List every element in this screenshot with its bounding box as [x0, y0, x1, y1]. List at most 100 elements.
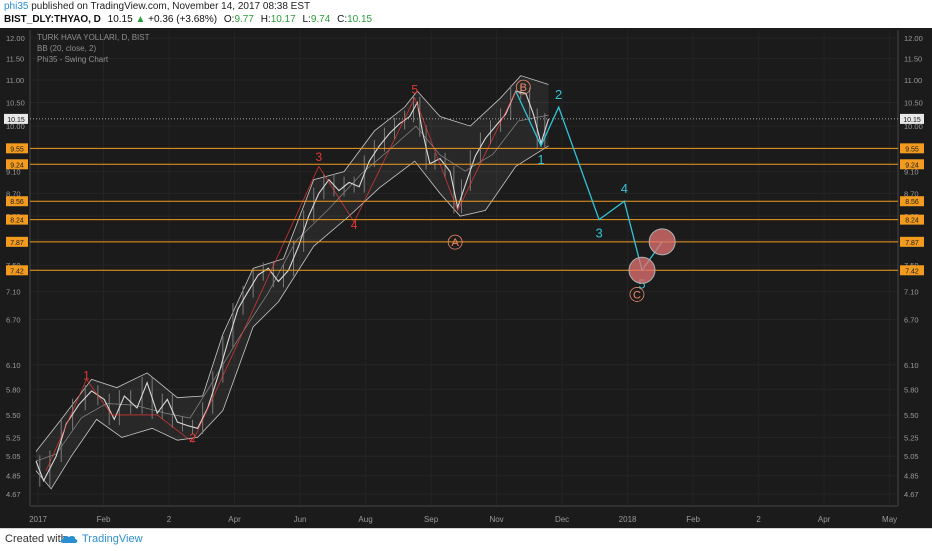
- y-tick-label-right: 4.67: [904, 490, 919, 499]
- price-level-label-right: 9.55: [905, 146, 919, 153]
- symbol-name: BIST_DLY:THYAO, D: [4, 14, 101, 25]
- x-tick-label: Feb: [97, 515, 111, 524]
- price-level-label-left: 8.56: [10, 199, 24, 206]
- x-tick-label: Nov: [489, 515, 503, 524]
- swing-label-circle: [515, 79, 531, 95]
- price-level-label-left: 7.87: [10, 240, 24, 247]
- y-tick-label-right: 9.10: [904, 168, 919, 177]
- y-tick-label-right: 7.10: [904, 288, 919, 297]
- publish-line: phi35 published on TradingView.com, Nove…: [4, 1, 310, 12]
- x-tick-label: 2018: [619, 515, 637, 524]
- swing-label-circle: [629, 287, 645, 302]
- high-label: H:: [260, 14, 271, 25]
- swing-number-label: 2: [189, 431, 196, 445]
- x-tick-label: May: [882, 515, 897, 524]
- y-tick-label-left: 4.85: [6, 472, 21, 481]
- legend-entry: Phi35 - Swing Chart: [37, 55, 109, 64]
- low-value: 9.74: [310, 14, 331, 25]
- y-tick-label-left: 9.10: [6, 168, 21, 177]
- price-chart[interactable]: 12.00 12.00 11.50 11.50 11.00 11.00 10.50 10.50…: [0, 28, 932, 528]
- swing-number-label: 5: [411, 82, 418, 96]
- x-tick-label: Apr: [818, 515, 831, 524]
- last-price: 10.15: [107, 14, 133, 25]
- x-tick-label: 2: [167, 515, 172, 524]
- swing-label-circle: [447, 234, 463, 250]
- target-circle: [648, 228, 676, 256]
- price-level-label-right: 8.24: [905, 218, 919, 225]
- price-level-label-right: 7.42: [905, 268, 919, 275]
- price-level-tag-left: [6, 159, 28, 170]
- x-tick-label: Feb: [686, 515, 700, 524]
- last-price-tag-right: [900, 113, 924, 124]
- close-value: 10.15: [347, 14, 373, 25]
- x-tick-label: Apr: [228, 515, 241, 524]
- y-tick-label-right: 4.85: [904, 472, 919, 481]
- price-level-label-left: 8.24: [10, 218, 24, 225]
- y-tick-label-right: 5.50: [904, 411, 919, 420]
- price-level-label-right: 8.56: [905, 199, 919, 206]
- last-price-label-left: 10.15: [7, 117, 25, 124]
- price-change: +0.36 (+3.68%): [148, 14, 218, 25]
- tradingview-cloud-icon: [60, 535, 78, 543]
- y-tick-label-left: 6.10: [6, 361, 21, 370]
- close-label: C:: [337, 14, 348, 25]
- x-tick-label: 2: [756, 515, 761, 524]
- swing-letter-label: B: [520, 82, 527, 94]
- price-level-tag-right: [900, 159, 924, 170]
- open-value: 9.77: [234, 14, 254, 25]
- y-tick-label-right: 12.00: [904, 34, 923, 43]
- y-tick-label-left: 10.00: [6, 122, 25, 131]
- price-level-tag-left: [6, 236, 28, 247]
- y-tick-label-right: 5.25: [904, 433, 919, 442]
- chart-background: [0, 28, 932, 528]
- swing-number-label: 1: [83, 368, 90, 382]
- tradingview-brand-link[interactable]: TradingView: [82, 533, 143, 545]
- bollinger-basis: [35, 114, 549, 462]
- projection-wave-label: 2: [555, 87, 562, 102]
- author-link[interactable]: phi35: [4, 1, 29, 12]
- price-level-label-left: 9.24: [10, 162, 24, 169]
- y-tick-label-left: 11.00: [6, 76, 24, 85]
- swing-letter-label: C: [633, 289, 641, 301]
- y-tick-label-right: 8.70: [904, 189, 919, 198]
- price-level-tag-right: [900, 265, 924, 276]
- y-tick-label-right: 6.10: [904, 361, 919, 370]
- last-price-tag-left: [4, 113, 28, 124]
- y-tick-label-left: 12.00: [6, 34, 25, 43]
- price-level-tag-right: [900, 214, 924, 225]
- y-tick-label-left: 5.80: [6, 385, 21, 394]
- y-tick-label-left: 5.05: [6, 452, 21, 461]
- swing-number-label: 3: [315, 150, 322, 164]
- price-level-tag-right: [900, 143, 924, 154]
- price-level-label-right: 7.87: [905, 240, 919, 247]
- price-level-tag-left: [6, 143, 28, 154]
- y-tick-label-left: 4.67: [6, 490, 21, 499]
- footer: Created with TradingView: [0, 528, 932, 551]
- chart-header: phi35 published on TradingView.com, Nove…: [0, 0, 932, 28]
- price-level-tag-left: [6, 214, 28, 225]
- y-tick-label-left: 5.25: [6, 433, 21, 442]
- low-label: L:: [302, 14, 311, 25]
- x-tick-label: Sep: [424, 515, 439, 524]
- open-label: O:: [223, 14, 235, 25]
- target-circle: [628, 256, 656, 284]
- symbol-line: BIST_DLY:THYAO, D 10.15 ▲ +0.36 (+3.68%)…: [4, 14, 372, 25]
- y-tick-label-right: 11.50: [904, 55, 922, 64]
- y-tick-label-right: 10.00: [904, 122, 923, 131]
- projection-wave-label: 4: [621, 181, 628, 196]
- projection-wave-label: 3: [595, 226, 602, 241]
- projection-wave-label: 1: [537, 152, 544, 167]
- price-level-tag-right: [900, 236, 924, 247]
- swing-letter-label: A: [451, 237, 459, 249]
- x-tick-label: 2017: [29, 515, 47, 524]
- price-level-label-right: 9.24: [905, 162, 919, 169]
- price-line: [35, 90, 550, 483]
- y-tick-label-right: 10.50: [904, 99, 923, 108]
- price-level-tag-right: [900, 196, 924, 207]
- legend-entry: BB (20, close, 2): [37, 44, 96, 53]
- last-price-label-right: 10.15: [903, 117, 921, 124]
- bollinger-band-fill: [36, 75, 549, 489]
- price-level-label-left: 9.55: [10, 146, 24, 153]
- y-tick-label-left: 6.70: [6, 316, 21, 325]
- bollinger-lower-band: [35, 145, 549, 490]
